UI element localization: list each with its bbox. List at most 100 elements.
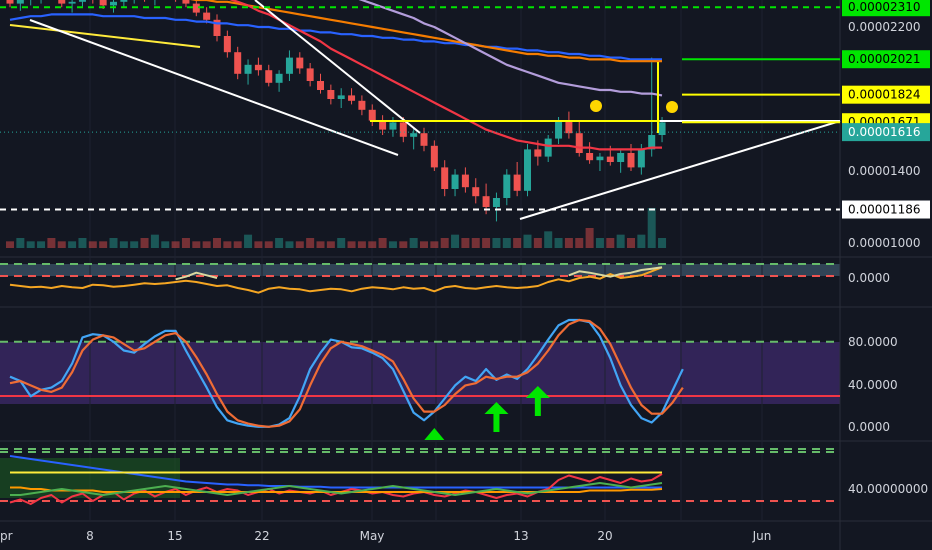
volume-bar [109,238,118,248]
x-axis-tick: 8 [86,529,94,543]
candle-body [327,90,335,99]
candle-body [6,0,14,4]
volume-bar [6,241,14,248]
volume-bar [461,238,470,248]
price-tag-label: 0.00001616 [848,125,921,139]
candle-body [213,19,221,36]
x-axis-tick: 22 [254,529,269,543]
volume-bar [150,234,159,248]
price-tag-label: 0.00001186 [848,203,921,217]
volume-bar [37,241,46,248]
osc1-series-line-1 [175,266,663,281]
volume-bar [223,241,232,248]
stochastic-axis-tick: 0.0000 [848,420,890,434]
candle-body [461,174,469,188]
candle-body [110,1,117,6]
candle-body [78,0,86,2]
volume-bar [399,241,408,248]
candle-body [182,0,190,4]
oscillator-band [0,264,840,276]
yellow-dot-marker [590,100,602,112]
volume-bar [254,241,263,248]
candle-body [482,196,490,207]
candle-body [317,81,324,90]
volume-bar [171,241,180,248]
volume-bar [16,238,25,248]
stochastic-series-line-0 [9,318,684,428]
candle-body [296,57,304,69]
trendline-yellow [9,24,201,48]
volume-bar [388,241,397,248]
buy-signal-arrow [525,386,550,416]
volume-bar [264,241,273,248]
candle-body [275,73,283,83]
volume-bar [316,241,325,248]
osc2-axis-tick: 40.00000000 [848,482,928,496]
volume-bar [244,234,253,248]
volume-bar [575,238,584,248]
volume-bar [430,241,439,248]
candle-body [637,149,645,168]
candle-body [254,64,262,71]
candle-body [492,198,500,207]
x-axis-tick: Jun [752,529,772,543]
x-axis-tick: pr [0,529,13,543]
volume-bar [130,241,139,248]
volume-bar [409,238,418,248]
price-axis-tick: 0.00001000 [848,236,921,250]
volume-bar [492,238,501,248]
volume-bar [595,238,604,248]
volume-bar [47,238,56,248]
price-tag-box[interactable] [842,85,930,104]
candle-body [586,153,594,161]
stochastic-axis-tick: 80.0000 [848,335,898,349]
candle-body [379,120,387,130]
volume-bar [192,241,201,248]
volume-bar [554,238,563,248]
x-axis-tick: 15 [167,529,182,543]
candle-body [99,0,107,6]
candle-body [16,0,24,4]
volume-bar [119,241,128,248]
candle-body [285,57,293,74]
volume-bar [471,238,480,248]
candle-body [58,0,66,4]
price-tag-label: 0.00002021 [848,52,921,66]
candle-body [503,174,511,198]
volume-bar [275,238,284,248]
volume-bar [616,234,625,248]
price-tag-label: 0.00001824 [848,88,921,102]
volume-bar [533,238,542,248]
volume-bar [368,241,377,248]
moving-average-line-3 [229,0,662,151]
candle-body [223,36,231,53]
buy-signal-triangle [424,428,445,440]
candle-body [348,95,356,101]
volume-bar [564,238,573,248]
x-axis-tick: 13 [513,529,528,543]
buy-signal-arrow [484,402,509,432]
price-tag-box[interactable] [842,200,930,219]
volume-bar [140,238,149,248]
osc1-axis-tick: 0.0000 [848,271,890,285]
volume-bar [99,241,108,248]
volume-bar [295,241,304,248]
price-tag-box[interactable] [842,123,930,142]
volume-bar [347,241,356,248]
price-tag-box[interactable] [842,50,930,69]
volume-bar [233,241,242,248]
price-tag-box[interactable] [842,0,930,17]
volume-bar [213,238,221,248]
candle-body [451,174,459,189]
trendline-white-2 [254,0,421,134]
volume-bar [637,234,646,248]
candle-body [658,122,666,135]
volume-bar [68,241,77,248]
volume-bar [440,238,449,248]
volume-bar [26,241,35,248]
volume-bar [202,241,211,248]
volume-bar [647,208,656,248]
candle-body [420,133,428,146]
